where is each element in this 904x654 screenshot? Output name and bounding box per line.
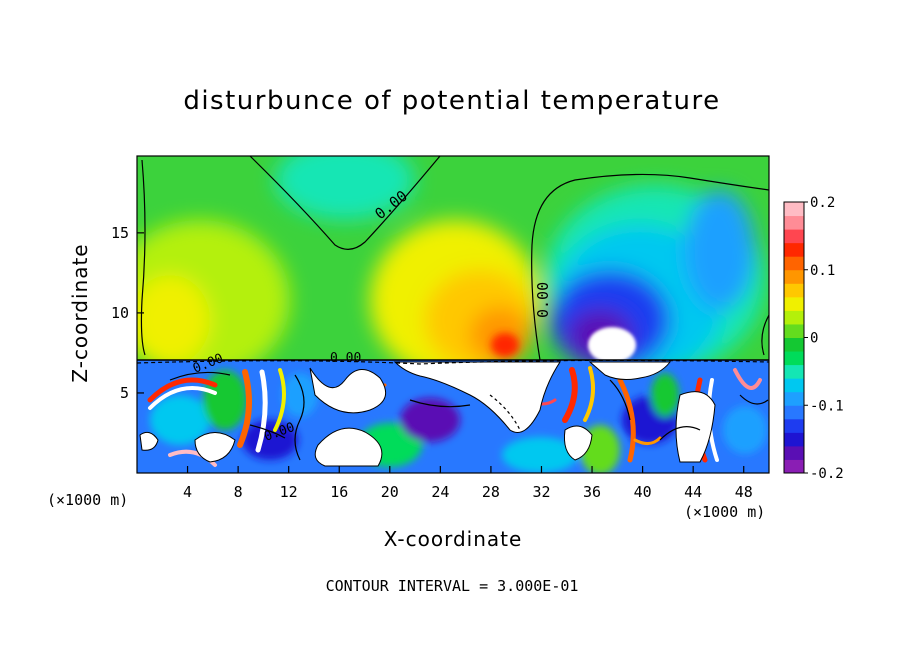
colorbar-swatch [784,445,804,460]
x-tick-label: 12 [280,483,298,501]
contour-interval-note: CONTOUR INTERVAL = 3.000E-01 [325,577,579,595]
x-axis-label: X-coordinate [383,527,523,551]
x-tick-label: 44 [684,483,702,501]
turb-cyan-1 [150,395,210,445]
colorbar-tick-label: -0.2 [810,466,844,482]
colorbar-swatch [784,378,804,393]
x-unit-left: (×1000 m) [47,491,129,509]
y-axis: 5 10 15 [111,224,144,402]
field-warm-left2 [137,275,210,365]
x-tick-label: 48 [735,483,753,501]
y-tick-label: 10 [111,304,129,322]
plot-frame [136,155,770,474]
colorbar-swatch [784,269,804,284]
colorbar-swatch [784,418,804,433]
y-tick-label: 5 [120,384,129,402]
colorbar-swatch [784,323,804,338]
turb-navy-2 [400,398,460,442]
turb-green-1 [203,370,247,430]
colorbar-swatch [784,364,804,379]
turb-green-4 [651,373,679,417]
field-cyan-right-top [685,190,755,310]
heatmap-field [137,156,769,473]
x-tick-label: 16 [330,483,348,501]
colorbar-swatch [784,229,804,244]
turbulent-white-blobs [139,361,716,467]
turb-cyan-3 [502,437,578,473]
x-axis: 4 8 12 16 20 24 28 32 36 40 44 48 [183,466,753,501]
colorbar-swatch [784,202,804,217]
field-warm-hot [491,333,519,357]
x-tick-label: 32 [532,483,550,501]
y-axis-label-text: Z-coordinate [68,243,92,383]
field-white-cap [588,327,636,363]
colorbar-swatch [784,459,804,474]
colorbar-swatch [784,310,804,325]
turb-cyan-4 [723,406,767,454]
colorbar-swatch [784,432,804,447]
x-tick-label: 36 [583,483,601,501]
colorbar-tick-label: 0.2 [810,195,835,211]
colorbar-tick-label: -0.1 [810,398,844,414]
colorbar-swatch [784,215,804,230]
x-tick-label: 28 [482,483,500,501]
colorbar-tick-label: 0 [810,331,818,347]
colorbar-swatch [784,337,804,352]
x-unit-right: (×1000 m) [684,503,766,521]
y-tick-label: 15 [111,224,129,242]
colorbar-swatch [784,242,804,257]
x-tick-label: 20 [381,483,399,501]
x-tick-label: 40 [634,483,652,501]
turb-cyan-2 [282,373,318,417]
x-tick-label: 24 [431,483,449,501]
colorbar-swatch [784,405,804,420]
x-tick-label: 4 [183,483,192,501]
colorbar-swatch [784,391,804,406]
contour-label-2: 0.00 [534,282,552,318]
contour-label-4: 0.00 [330,351,361,366]
field-cyan-top [275,156,415,220]
colorbar: 0.2 0.1 0 -0.1 -0.2 [783,195,844,482]
colorbar-swatch [784,283,804,298]
contour-lines [137,156,769,461]
x-tick-label: 8 [234,483,243,501]
colorbar-swatch [784,256,804,271]
chart-title: disturbunce of potential temperature [183,86,721,116]
colorbar-swatch [784,351,804,366]
colorbar-tick-label: 0.1 [810,263,835,279]
colorbar-swatch [784,296,804,311]
